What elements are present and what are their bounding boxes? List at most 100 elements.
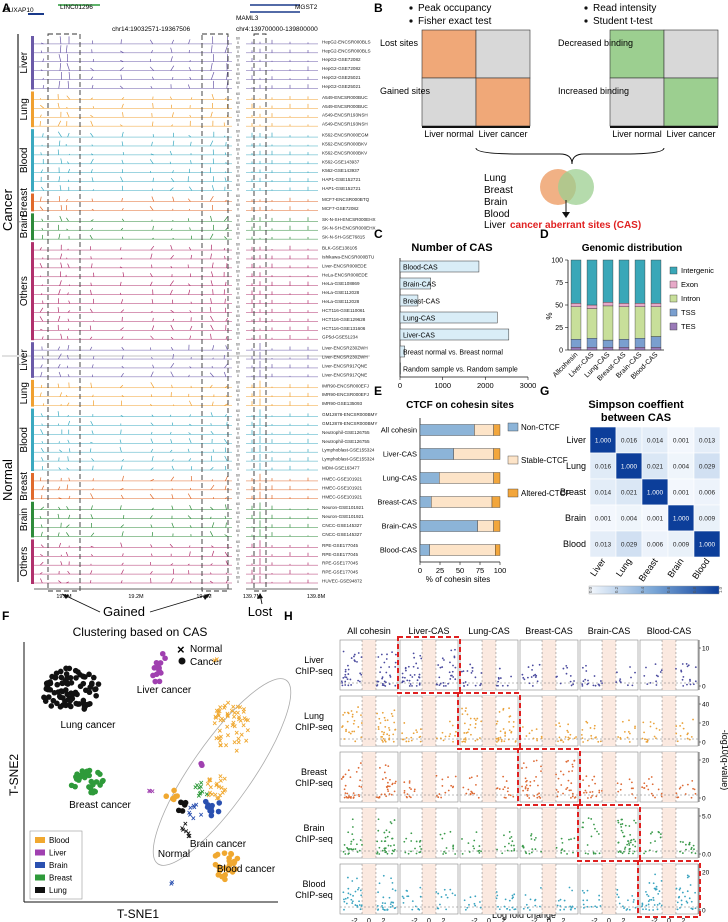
volcano-point — [351, 713, 354, 716]
volcano-point — [536, 793, 539, 796]
scale-min-label: 0 — [237, 265, 239, 269]
volcano-point — [679, 724, 682, 727]
tsne-point-normal: × — [225, 722, 230, 731]
volcano-point — [628, 850, 631, 853]
volcano-point — [634, 845, 637, 848]
col-label: Lung — [614, 556, 634, 578]
heatmap-cell — [667, 504, 695, 532]
volcano-point — [528, 797, 531, 799]
signal-peak — [170, 244, 173, 251]
signal-peak — [58, 233, 61, 240]
colorbar-tick: 0.6 — [666, 586, 671, 593]
cell-value: 0.009 — [699, 516, 716, 523]
volcano-point — [646, 740, 649, 743]
x-tick-label: 2 — [682, 918, 686, 922]
signal-peak — [68, 477, 70, 482]
signal-peak — [224, 97, 227, 100]
volcano-point — [441, 657, 444, 660]
track-label: Liver-ENCSR000EDE — [322, 263, 367, 268]
volcano-point — [394, 782, 396, 785]
signal-peak — [189, 545, 191, 548]
volcano-point — [627, 730, 630, 733]
signal-peak — [224, 363, 228, 369]
legend-swatch — [507, 422, 519, 432]
volcano-point — [376, 680, 379, 683]
bar — [399, 260, 480, 273]
volcano-point — [629, 841, 632, 844]
scale-min-label: 0 — [237, 347, 239, 351]
tsne-point-normal: × — [218, 791, 223, 800]
tissue-color-bar — [31, 539, 34, 584]
volcano-point — [508, 729, 511, 732]
volcano-point — [442, 853, 445, 855]
tsne-point-cancer — [222, 865, 228, 871]
volcano-point — [386, 781, 389, 784]
row-label: Blood — [563, 539, 586, 549]
volcano-point — [357, 766, 360, 769]
volcano-point — [629, 666, 631, 668]
tsne-point-normal: × — [222, 775, 227, 784]
tsne-point-normal: × — [204, 790, 209, 799]
volcano-point — [477, 796, 480, 799]
signal-peak — [119, 266, 123, 269]
legend-swatch — [669, 322, 678, 331]
signal-peak — [122, 355, 124, 360]
signal-peak — [225, 281, 227, 286]
tissue-label: Others — [19, 276, 30, 306]
volcano-point — [449, 733, 452, 735]
signal-peak — [121, 562, 124, 566]
tsne-point-cancer — [156, 678, 163, 685]
volcano-point — [571, 765, 574, 768]
scale-min-label: 0 — [237, 227, 239, 231]
volcano-point — [536, 739, 539, 742]
signal-peak — [189, 504, 192, 510]
tsne-point-normal: × — [235, 709, 240, 718]
volcano-point — [405, 736, 408, 739]
volcano-point — [499, 677, 502, 679]
volcano-point — [585, 664, 587, 667]
volcano-point — [345, 728, 347, 731]
volcano-point — [498, 667, 501, 670]
volcano-point — [689, 680, 691, 682]
volcano-point — [581, 666, 584, 669]
volcano-point — [617, 821, 620, 824]
volcano-point — [660, 669, 663, 672]
signal-peak — [90, 76, 94, 80]
volcano-point — [540, 735, 543, 738]
scale-min-label: 0 — [237, 198, 239, 202]
volcano-point — [465, 707, 467, 710]
signal-peak — [188, 458, 192, 462]
volcano-point — [654, 796, 656, 799]
y-tick-label: Liver-CAS — [383, 450, 417, 459]
volcano-point — [508, 899, 511, 902]
signal-peak — [66, 62, 70, 71]
volcano-point — [467, 842, 470, 844]
volcano-point — [569, 680, 572, 683]
volcano-point — [441, 785, 444, 787]
volcano-point — [479, 906, 482, 909]
signal-peak — [189, 366, 192, 369]
volcano-point — [656, 908, 659, 911]
track-label: K562-GSE143937 — [322, 159, 360, 164]
tsne-point-normal: × — [216, 712, 221, 721]
signal-peak — [170, 324, 174, 331]
signal-peak — [150, 382, 155, 388]
volcano-point — [562, 667, 565, 670]
tissue-label: Breast — [19, 188, 30, 217]
signal-peak — [58, 140, 61, 147]
x-tick-label: 0 — [547, 918, 551, 922]
x-tick-label: 0 — [487, 918, 491, 922]
volcano-point — [345, 730, 347, 733]
tsne-point-normal: × — [208, 776, 213, 785]
volcano-point — [388, 896, 391, 899]
y-tick-label: 20 — [702, 721, 710, 728]
signal-peak — [223, 371, 227, 377]
volcano-point — [347, 668, 350, 671]
cell-value: 0.016 — [595, 464, 612, 471]
signal-peak — [66, 107, 68, 109]
x-tick-label: 25 — [436, 566, 444, 575]
signal-peak — [224, 135, 226, 138]
scale-max-label: 60 — [236, 473, 240, 477]
panel-b-schematic: Peak occupancy Fisher exact test Read in… — [380, 3, 719, 231]
volcano-point — [388, 726, 390, 729]
